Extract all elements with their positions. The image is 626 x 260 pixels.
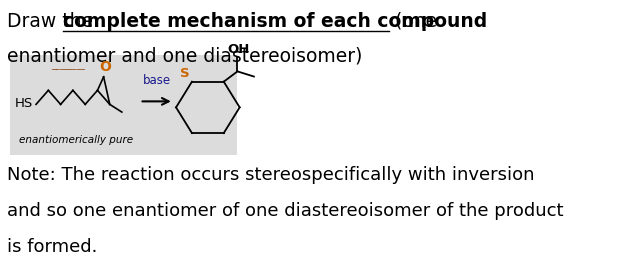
Text: ________: ________ — [51, 61, 85, 70]
Text: enantiomerically pure: enantiomerically pure — [19, 135, 133, 146]
Text: (one: (one — [389, 11, 437, 31]
Text: Note: The reaction occurs stereospecifically with inversion: Note: The reaction occurs stereospecific… — [7, 166, 535, 184]
Text: S: S — [180, 67, 189, 80]
Text: O: O — [100, 60, 111, 74]
Text: HS: HS — [14, 97, 33, 110]
Text: enantiomer and one diastereoisomer): enantiomer and one diastereoisomer) — [7, 46, 362, 65]
Text: OH: OH — [227, 43, 250, 56]
Text: and so one enantiomer of one diastereoisomer of the product: and so one enantiomer of one diastereois… — [7, 202, 563, 220]
Text: complete mechanism of each compound: complete mechanism of each compound — [63, 11, 487, 31]
Text: base: base — [143, 74, 171, 87]
Bar — [10, 55, 237, 155]
Text: is formed.: is formed. — [7, 238, 98, 256]
Text: Draw the: Draw the — [7, 11, 99, 31]
